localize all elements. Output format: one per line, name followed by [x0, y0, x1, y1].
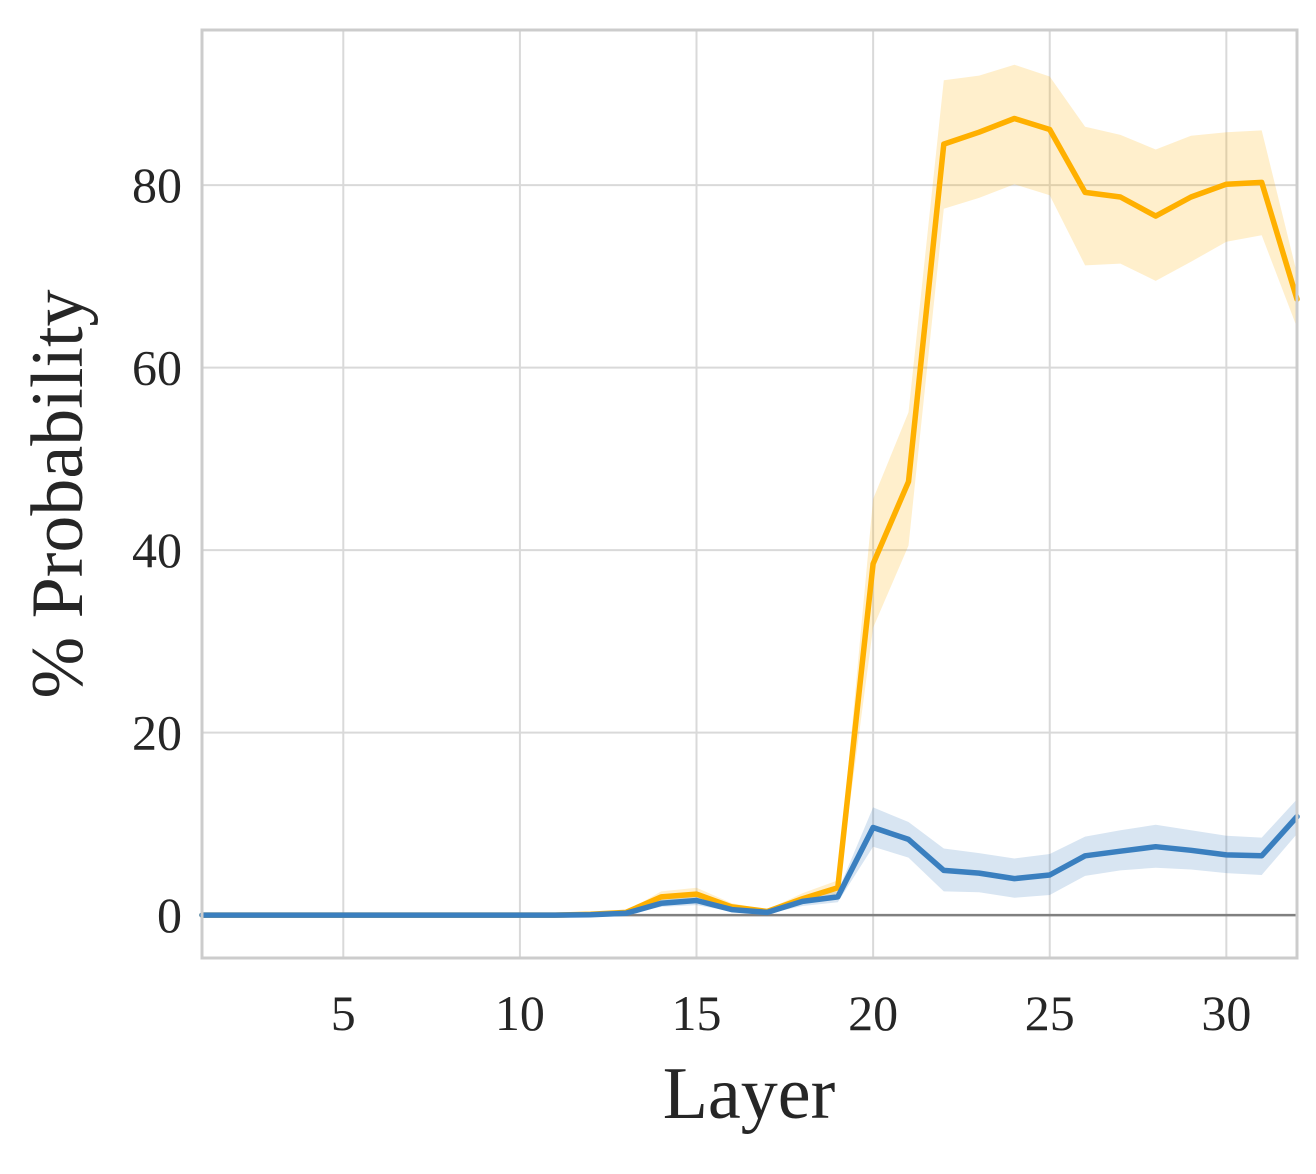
grid — [202, 30, 1297, 958]
y-tick-labels: 0 20 40 60 80 — [132, 157, 182, 943]
y-tick-label: 60 — [132, 340, 182, 396]
x-axis-title: Layer — [663, 1053, 836, 1135]
x-tick-labels: 5 10 15 20 25 30 — [331, 985, 1252, 1041]
x-tick-label: 20 — [848, 985, 898, 1041]
series-2-band — [202, 799, 1297, 916]
x-tick-label: 25 — [1025, 985, 1075, 1041]
x-tick-label: 10 — [495, 985, 545, 1041]
x-tick-label: 30 — [1201, 985, 1251, 1041]
series-lines — [199, 115, 1300, 918]
y-tick-label: 80 — [132, 157, 182, 213]
plot-frame — [200, 28, 1299, 960]
y-tick-label: 0 — [157, 887, 182, 943]
y-tick-label: 40 — [132, 522, 182, 578]
x-tick-label: 15 — [672, 985, 722, 1041]
x-tick-label: 5 — [331, 985, 356, 1041]
series-2-line — [199, 813, 1300, 918]
series-1-band — [202, 64, 1297, 916]
y-tick-label: 20 — [132, 705, 182, 761]
y-axis-title: % Probability — [17, 289, 99, 698]
confidence-bands — [202, 64, 1297, 916]
